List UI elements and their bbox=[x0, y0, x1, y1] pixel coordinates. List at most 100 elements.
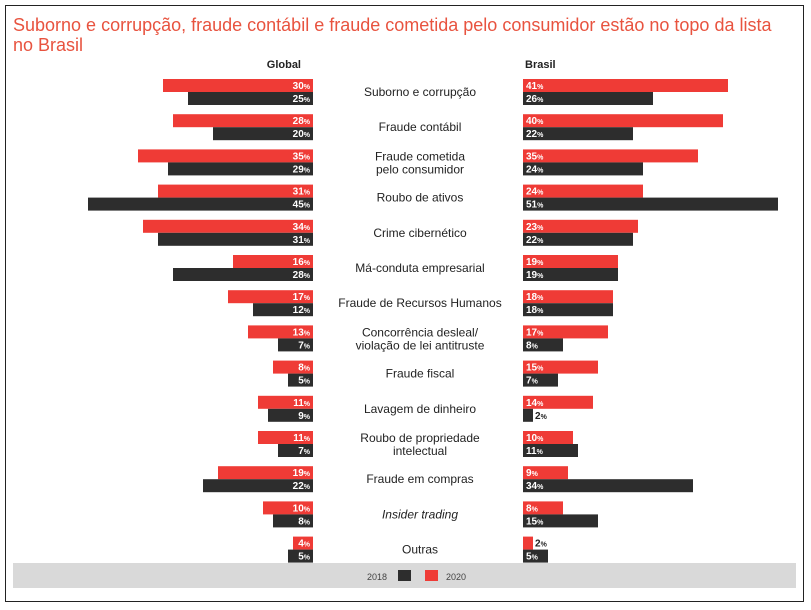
value-label-brasil-2020: 8% bbox=[526, 503, 539, 514]
legend-swatch-2018 bbox=[398, 570, 411, 581]
value-label-global-2020: 30% bbox=[293, 81, 311, 92]
value-label-brasil-2018: 7% bbox=[526, 376, 539, 387]
category-label: Fraude contábil bbox=[379, 120, 462, 134]
value-label-global-2020: 10% bbox=[293, 503, 311, 514]
bar-global-2020 bbox=[263, 501, 313, 515]
value-label-global-2020: 35% bbox=[293, 151, 311, 162]
value-label-brasil-2020: 41% bbox=[526, 81, 544, 92]
bar-global-2018 bbox=[278, 444, 313, 457]
value-label-brasil-2020: 40% bbox=[526, 116, 544, 127]
bar-brasil-2020 bbox=[523, 255, 618, 268]
bar-brasil-2018 bbox=[523, 92, 653, 105]
bar-brasil-2020 bbox=[523, 536, 533, 550]
bar-brasil-2018 bbox=[523, 303, 613, 317]
value-label-brasil-2020: 2% bbox=[535, 539, 548, 550]
bar-brasil-2020 bbox=[523, 219, 638, 233]
figure-frame bbox=[5, 5, 804, 602]
bar-global-2018 bbox=[253, 303, 313, 317]
bar-brasil-2018 bbox=[523, 373, 558, 387]
bar-brasil-2020 bbox=[523, 290, 613, 304]
value-label-global-2018: 29% bbox=[293, 164, 311, 175]
category-label: Fraude fiscal bbox=[386, 367, 455, 381]
bar-global-2018 bbox=[278, 338, 313, 352]
bar-global-2018 bbox=[213, 127, 313, 141]
value-label-brasil-2018: 2% bbox=[535, 411, 548, 422]
category-label: Outras bbox=[402, 543, 438, 557]
value-label-brasil-2020: 9% bbox=[526, 468, 539, 479]
value-label-brasil-2018: 26% bbox=[526, 94, 544, 105]
bar-global-2020 bbox=[218, 466, 313, 480]
value-label-global-2020: 16% bbox=[293, 257, 311, 268]
bar-global-2020 bbox=[228, 290, 313, 304]
bar-brasil-2020 bbox=[523, 79, 728, 92]
panel-header-brasil: Brasil bbox=[525, 59, 556, 71]
value-label-brasil-2018: 19% bbox=[526, 270, 544, 281]
value-label-brasil-2020: 15% bbox=[526, 363, 544, 374]
category-label: Má-conduta empresarial bbox=[355, 261, 484, 275]
bar-brasil-2018 bbox=[523, 408, 533, 422]
value-label-global-2018: 7% bbox=[298, 446, 311, 457]
value-label-brasil-2018: 34% bbox=[526, 481, 544, 492]
value-label-global-2020: 19% bbox=[293, 468, 311, 479]
bar-global-2018 bbox=[188, 92, 313, 105]
category-label: Roubo de propriedade intelectual bbox=[360, 431, 480, 458]
value-label-brasil-2018: 11% bbox=[526, 446, 544, 457]
bar-brasil-2018 bbox=[523, 197, 778, 211]
bar-brasil-2018 bbox=[523, 444, 578, 457]
value-label-global-2020: 11% bbox=[293, 398, 311, 409]
value-label-global-2018: 8% bbox=[298, 516, 311, 527]
value-label-brasil-2020: 35% bbox=[526, 151, 544, 162]
value-label-brasil-2018: 24% bbox=[526, 164, 544, 175]
bar-global-2018 bbox=[158, 232, 313, 246]
bar-global-2018 bbox=[168, 162, 313, 176]
value-label-global-2018: 22% bbox=[293, 481, 311, 492]
bar-brasil-2018 bbox=[523, 127, 633, 141]
bar-global-2018 bbox=[288, 373, 313, 387]
bar-brasil-2018 bbox=[523, 479, 693, 493]
category-label: Crime cibernético bbox=[373, 226, 467, 240]
value-label-brasil-2020: 14% bbox=[526, 398, 544, 409]
value-label-brasil-2018: 22% bbox=[526, 235, 544, 246]
bar-global-2018 bbox=[268, 408, 313, 422]
bar-global-2020 bbox=[258, 431, 313, 444]
value-label-brasil-2018: 15% bbox=[526, 516, 544, 527]
bar-brasil-2018 bbox=[523, 232, 633, 246]
category-label: Roubo de ativos bbox=[377, 191, 464, 205]
legend-label-2020: 2020 bbox=[446, 572, 466, 582]
value-label-global-2020: 28% bbox=[293, 116, 311, 127]
category-label: Insider trading bbox=[382, 507, 458, 521]
bar-brasil-2020 bbox=[523, 501, 563, 515]
bar-brasil-2020 bbox=[523, 184, 643, 198]
bar-brasil-2020 bbox=[523, 431, 573, 444]
value-label-brasil-2020: 10% bbox=[526, 433, 544, 444]
panel-header-global: Global bbox=[267, 59, 301, 71]
value-label-brasil-2020: 23% bbox=[526, 222, 544, 233]
value-label-global-2018: 12% bbox=[293, 305, 311, 316]
value-label-global-2018: 9% bbox=[298, 411, 311, 422]
bar-global-2020 bbox=[143, 219, 313, 233]
bar-global-2018 bbox=[273, 514, 313, 528]
bar-brasil-2020 bbox=[523, 114, 723, 128]
bar-global-2018 bbox=[88, 197, 313, 211]
value-label-brasil-2020: 19% bbox=[526, 257, 544, 268]
value-label-global-2018: 31% bbox=[293, 235, 311, 246]
value-label-global-2018: 5% bbox=[298, 552, 311, 563]
category-label: Lavagem de dinheiro bbox=[364, 402, 476, 416]
legend-label-2018: 2018 bbox=[367, 572, 387, 582]
bar-brasil-2020 bbox=[523, 360, 598, 374]
value-label-global-2018: 5% bbox=[298, 376, 311, 387]
bar-brasil-2018 bbox=[523, 162, 643, 176]
bar-global-2020 bbox=[273, 360, 313, 374]
category-label: Suborno e corrupção bbox=[364, 85, 476, 99]
bar-global-2018 bbox=[288, 549, 313, 563]
bar-brasil-2018 bbox=[523, 338, 563, 352]
legend-swatch-2020 bbox=[425, 570, 438, 581]
value-label-global-2018: 28% bbox=[293, 270, 311, 281]
value-label-brasil-2018: 18% bbox=[526, 305, 544, 316]
bar-brasil-2020 bbox=[523, 149, 698, 163]
category-label: Fraude de Recursos Humanos bbox=[338, 296, 501, 310]
value-label-global-2020: 31% bbox=[293, 187, 311, 198]
category-label: Concorrência desleal/violação de lei ant… bbox=[356, 325, 485, 352]
value-label-brasil-2020: 18% bbox=[526, 292, 544, 303]
value-label-global-2018: 20% bbox=[293, 129, 311, 140]
